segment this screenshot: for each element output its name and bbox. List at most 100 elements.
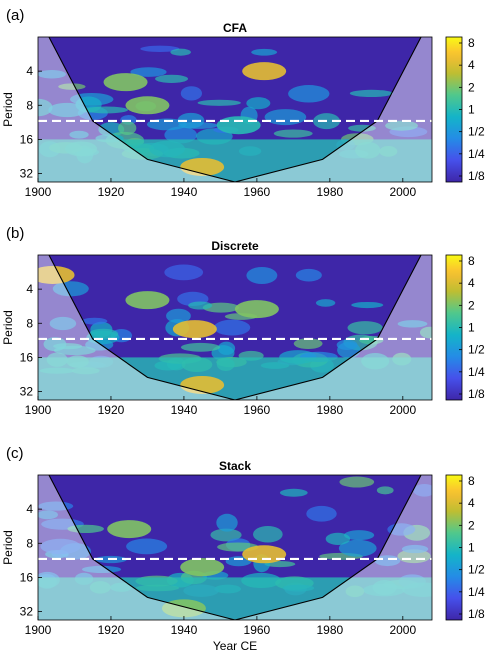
x-tick-label: 1980 — [317, 403, 344, 417]
spectrum-blob — [295, 268, 322, 282]
x-tick-label: 1940 — [171, 185, 198, 199]
x-tick-label: 1960 — [244, 185, 271, 199]
coi-shade — [38, 37, 432, 182]
spectrum-blob — [38, 70, 66, 79]
spectrum-feature-0 — [242, 545, 287, 564]
coi-shade — [38, 475, 432, 620]
spectrum-band — [38, 139, 432, 182]
spectrum-blob — [246, 267, 278, 284]
spectrum-blob — [306, 505, 337, 522]
y-tick-label: 4 — [26, 282, 33, 296]
spectrum-feature-0 — [103, 73, 148, 92]
spectrum-blob — [397, 320, 428, 328]
x-tick-label: 2000 — [389, 623, 416, 637]
plot-frame — [37, 474, 433, 621]
colorbar-tick-label: 4 — [468, 276, 475, 290]
spectrum-feature-4 — [180, 157, 225, 176]
colorbar-tick-label: 8 — [468, 36, 475, 50]
colorbar-tick-label: 2 — [468, 298, 475, 312]
spectrum-blob — [164, 126, 198, 144]
y-axis-label: Period — [1, 92, 15, 127]
colorbar-tick-label: 4 — [468, 496, 475, 510]
spectrum-feature-2 — [125, 291, 170, 310]
panel-2: 1900 1920 1940 1960 1980 2000 4 8 16 32 (c) Stack Pe… — [1, 445, 485, 653]
y-axis-label: Period — [1, 310, 15, 345]
x-tick-label: 2000 — [389, 185, 416, 199]
spectrum-blob — [253, 525, 283, 543]
spectrum-blob — [178, 122, 218, 129]
spectrum-feature-1 — [107, 520, 152, 539]
spectrum-blob — [126, 538, 168, 555]
colorbar-tick-label: 1/2 — [468, 563, 485, 577]
y-tick-label: 4 — [26, 64, 33, 78]
spectrum-blob — [58, 83, 86, 90]
y-tick-label: 8 — [26, 536, 33, 550]
spectrum-band — [38, 357, 432, 400]
colorbar-tick-label: 2 — [468, 80, 475, 94]
y-tick-label: 16 — [20, 350, 34, 364]
spectrum-blob — [69, 130, 89, 139]
spectrum-blob — [349, 89, 394, 98]
colorbar-tick-label: 1 — [468, 321, 475, 335]
spectrum-blob — [385, 120, 418, 131]
spectrum-feature-3 — [234, 300, 279, 319]
y-tick-label: 8 — [26, 98, 33, 112]
spectrum-layer — [38, 37, 432, 182]
spectrum-blob — [279, 488, 308, 497]
spectrum-blob — [197, 99, 241, 106]
x-tick-label: 1940 — [171, 623, 198, 637]
y-axis-label: Period — [1, 530, 15, 565]
plot-frame — [37, 254, 433, 401]
colorbar-tick-label: 1/8 — [468, 169, 485, 183]
spectrum-blob — [338, 539, 377, 557]
x-tick-label: 1980 — [317, 623, 344, 637]
panel-label: (c) — [6, 445, 24, 462]
spectrum-blob — [339, 476, 375, 488]
spectrum-blob — [376, 486, 394, 495]
colorbar-tick-label: 4 — [468, 58, 475, 72]
spectrum-blob — [52, 281, 89, 297]
x-tick-label: 1900 — [25, 185, 52, 199]
colorbar-tick-label: 1/4 — [468, 585, 485, 599]
spectrum-blob — [130, 67, 167, 77]
spectrum-feature-1 — [242, 62, 287, 81]
spectrum-blob — [347, 321, 383, 335]
spectrum-feature-0 — [38, 265, 75, 284]
spectrum-blob — [413, 483, 432, 497]
colorbar-tick-label: 1 — [468, 103, 475, 117]
spectrum-blob — [164, 264, 204, 281]
spectrum-blob — [49, 316, 77, 331]
spectrum-blob — [351, 301, 384, 309]
x-tick-label: 1920 — [98, 403, 125, 417]
spectrum-layer — [38, 255, 432, 400]
spectrum-blob — [155, 74, 189, 83]
colorbar-tick-label: 1/4 — [468, 365, 485, 379]
spectrum-blob — [48, 102, 86, 118]
spectrum-blob — [118, 121, 137, 136]
spectrum-blob — [180, 342, 221, 352]
x-tick-label: 1960 — [244, 403, 271, 417]
y-tick-label: 32 — [20, 385, 34, 399]
colorbar-tick-label: 8 — [468, 474, 475, 488]
spectrum-feature-3 — [216, 116, 261, 135]
spectrum-blob — [88, 328, 119, 340]
colorbar-tick-label: 1/4 — [468, 147, 485, 161]
spectrum-blob — [188, 301, 213, 310]
spectrum-feature-4 — [180, 375, 225, 394]
spectrum-blob — [225, 556, 252, 567]
spectrum-layer — [38, 475, 432, 620]
spectrum-blob — [273, 129, 313, 138]
spectrum-blob — [251, 48, 278, 56]
spectrum-blob — [38, 510, 58, 520]
panel-title: Discrete — [211, 239, 259, 253]
y-tick-label: 16 — [20, 132, 34, 146]
spectrum-band — [38, 577, 432, 620]
x-tick-label: 2000 — [389, 403, 416, 417]
spectrum-blob — [419, 326, 432, 339]
coi-shade — [38, 255, 432, 400]
spectrum-blob — [38, 98, 53, 117]
x-tick-label: 1960 — [244, 623, 271, 637]
spectrum-blob — [170, 48, 191, 56]
colorbar-tick-label: 1/2 — [468, 125, 485, 139]
